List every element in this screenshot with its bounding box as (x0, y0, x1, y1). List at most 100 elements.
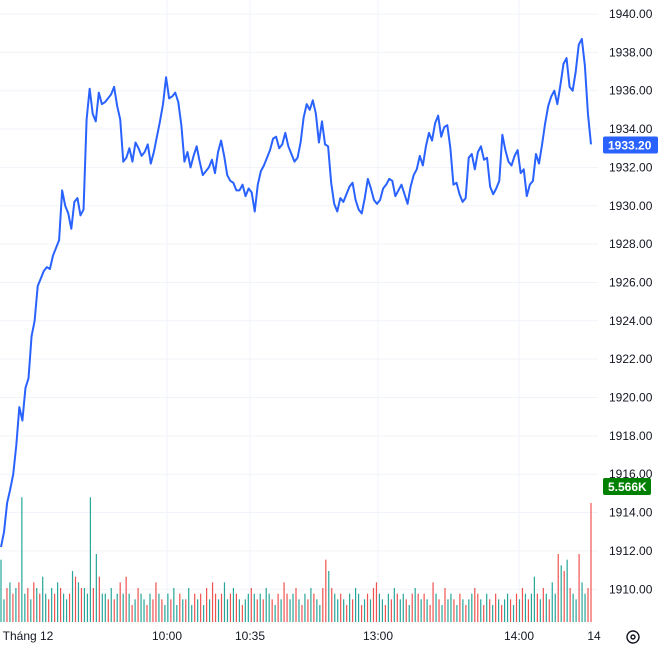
volume-bar (471, 593, 473, 622)
volume-bar (501, 605, 503, 622)
volume-bar (244, 599, 246, 622)
volume-bar (352, 599, 354, 622)
volume-bar (536, 593, 538, 622)
volume-bar (208, 599, 211, 622)
volume-bar (381, 599, 384, 622)
volume-bar (68, 593, 71, 622)
volume-histogram (0, 497, 592, 622)
volume-bar (113, 599, 115, 622)
volume-bar (65, 599, 68, 622)
volume-bar (548, 599, 550, 622)
y-tick-label: 1932.00 (609, 160, 653, 174)
volume-bar (200, 593, 202, 622)
time-axis[interactable]: Tháng 12 10:00 10:35 13:00 14:00 14 (3, 629, 601, 643)
volume-bar (280, 599, 282, 622)
volume-bar (256, 599, 258, 622)
volume-bar (33, 582, 35, 622)
volume-bar (54, 593, 56, 622)
y-tick-label: 1928.00 (609, 237, 653, 251)
volume-bar (325, 559, 327, 622)
volume-bar (173, 588, 175, 622)
y-tick-label: 1940.00 (609, 7, 653, 21)
volume-bar (116, 593, 118, 622)
volume-bar (524, 593, 527, 622)
volume-bar (408, 605, 410, 622)
volume-bar (286, 593, 288, 622)
volume-bar (411, 593, 413, 622)
volume-bar (51, 588, 53, 622)
volume-bar (390, 599, 392, 622)
volume-bar (372, 588, 375, 622)
volume-bar (110, 588, 112, 622)
volume-bar (343, 599, 345, 622)
volume-bar (441, 605, 443, 622)
y-tick-label: 1936.00 (609, 84, 653, 98)
volume-bar (521, 588, 524, 622)
volume-bar (527, 599, 530, 622)
volume-bar (176, 605, 178, 622)
volume-bar (346, 605, 348, 622)
chart-settings-icon[interactable] (626, 630, 640, 644)
price-badge (603, 136, 658, 154)
volume-bar (220, 593, 223, 622)
volume-bar (143, 599, 145, 622)
volume-bar (447, 599, 449, 622)
volume-bar (313, 593, 315, 622)
volume-bar (551, 582, 553, 622)
volume-bar (429, 605, 431, 622)
volume-bar (328, 571, 330, 622)
volume-bar (152, 599, 154, 622)
volume-bar (235, 593, 237, 622)
volume-bar (289, 599, 291, 622)
volume-bar (399, 599, 401, 622)
volume-bar (277, 593, 279, 622)
volume-bar (107, 599, 109, 622)
volume-bar (170, 599, 172, 622)
volume-bar (542, 588, 544, 622)
volume-bar (557, 554, 559, 622)
volume-bar (119, 582, 121, 622)
volume-bar (74, 576, 77, 622)
price-badge-label: 1933.20 (608, 139, 652, 153)
volume-bar (417, 593, 419, 622)
volume-bar (503, 599, 506, 622)
volume-bar (459, 593, 461, 622)
volume-bar (509, 599, 512, 622)
x-tick-label: 10:00 (152, 629, 182, 643)
volume-bar (301, 605, 303, 622)
volume-bar (322, 588, 324, 622)
volume-bar (149, 593, 151, 622)
volume-bar (319, 605, 321, 622)
volume-bar (435, 593, 437, 622)
volume-bar (515, 593, 518, 622)
volume-bar (369, 599, 372, 622)
volume-bar (125, 576, 127, 622)
volume-bar (146, 605, 148, 622)
volume-bar (217, 599, 220, 622)
volume-bar (477, 593, 479, 622)
volume-bar (357, 593, 360, 622)
volume-bar (134, 599, 136, 622)
price-axis[interactable]: 1940.00 1938.00 1936.00 1934.00 1932.00 1930.… (609, 7, 653, 596)
volume-bar (512, 605, 515, 622)
volume-bar (203, 605, 205, 622)
volume-bar (3, 599, 5, 622)
volume-bar (530, 593, 532, 622)
volume-bar (518, 599, 521, 622)
volume-bar (554, 593, 556, 622)
volume-bar (474, 588, 476, 622)
x-tick-label: 10:35 (235, 629, 265, 643)
y-tick-label: 1920.00 (609, 391, 653, 405)
volume-bar (298, 599, 300, 622)
x-tick-label: Tháng 12 (3, 629, 54, 643)
grid (0, 0, 598, 625)
volume-bar (15, 588, 17, 622)
volume-bar (92, 588, 94, 622)
volume-bar (259, 593, 261, 622)
volume-bar (262, 599, 264, 622)
volume-bar (155, 582, 157, 622)
volume-bar (197, 599, 199, 622)
volume-bar (9, 582, 11, 622)
volume-bar (423, 593, 425, 622)
